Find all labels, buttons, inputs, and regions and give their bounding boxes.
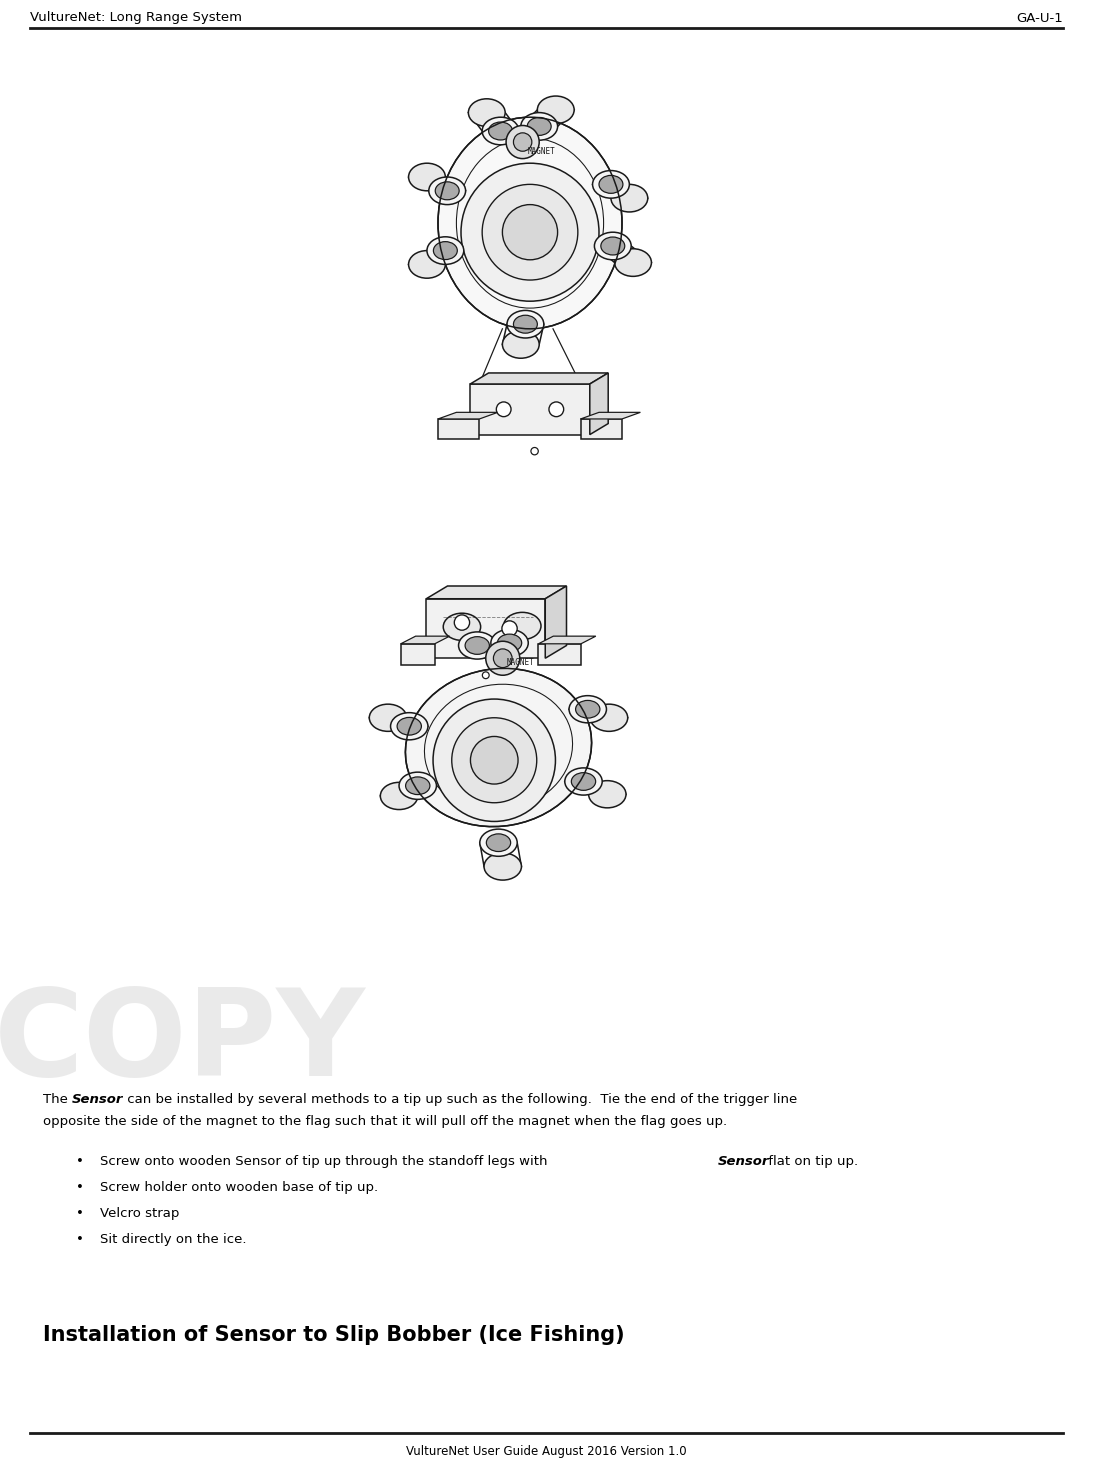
- Ellipse shape: [428, 177, 466, 205]
- Ellipse shape: [590, 704, 627, 732]
- FancyBboxPatch shape: [438, 418, 480, 439]
- Ellipse shape: [503, 330, 539, 358]
- Text: Screw holder onto wooden base of tip up.: Screw holder onto wooden base of tip up.: [99, 1181, 378, 1195]
- Polygon shape: [401, 636, 449, 644]
- Circle shape: [470, 736, 518, 784]
- Ellipse shape: [427, 237, 463, 264]
- Circle shape: [485, 641, 520, 675]
- Circle shape: [482, 184, 578, 280]
- Ellipse shape: [565, 767, 602, 795]
- Text: Sit directly on the ice.: Sit directly on the ice.: [99, 1233, 247, 1246]
- Circle shape: [433, 700, 555, 822]
- Ellipse shape: [399, 772, 436, 800]
- Text: •: •: [77, 1155, 84, 1168]
- Circle shape: [506, 125, 539, 159]
- Text: •: •: [77, 1206, 84, 1220]
- Polygon shape: [426, 586, 566, 598]
- Polygon shape: [539, 636, 596, 644]
- Ellipse shape: [444, 613, 481, 641]
- Polygon shape: [545, 586, 566, 658]
- Ellipse shape: [459, 632, 496, 658]
- Text: •: •: [77, 1233, 84, 1246]
- Ellipse shape: [507, 311, 544, 337]
- Circle shape: [496, 402, 512, 417]
- Text: •: •: [77, 1181, 84, 1195]
- FancyBboxPatch shape: [539, 644, 581, 664]
- Circle shape: [502, 620, 517, 636]
- Ellipse shape: [527, 118, 551, 136]
- Text: Screw onto wooden Sensor of tip up through the standoff legs with: Screw onto wooden Sensor of tip up throu…: [99, 1155, 552, 1168]
- Ellipse shape: [520, 112, 557, 140]
- Ellipse shape: [466, 636, 490, 654]
- Text: Sensor: Sensor: [718, 1155, 769, 1168]
- Circle shape: [503, 205, 557, 259]
- Ellipse shape: [611, 184, 648, 212]
- Ellipse shape: [569, 695, 607, 723]
- Ellipse shape: [592, 171, 630, 199]
- Text: MAGNET: MAGNET: [507, 658, 534, 667]
- Text: VultureNet User Guide August 2016 Version 1.0: VultureNet User Guide August 2016 Versio…: [406, 1445, 686, 1457]
- Circle shape: [549, 402, 564, 417]
- Ellipse shape: [469, 99, 505, 127]
- Ellipse shape: [486, 834, 510, 851]
- Ellipse shape: [434, 242, 457, 259]
- Ellipse shape: [409, 250, 445, 278]
- Polygon shape: [580, 412, 640, 418]
- Ellipse shape: [397, 717, 422, 735]
- Circle shape: [493, 650, 513, 667]
- Ellipse shape: [504, 613, 541, 639]
- Circle shape: [461, 164, 599, 300]
- FancyBboxPatch shape: [470, 384, 590, 435]
- Ellipse shape: [484, 853, 521, 879]
- Circle shape: [531, 448, 538, 455]
- Ellipse shape: [538, 96, 574, 124]
- Polygon shape: [590, 373, 608, 435]
- Text: Installation of Sensor to Slip Bobber (Ice Fishing): Installation of Sensor to Slip Bobber (I…: [43, 1326, 624, 1345]
- Ellipse shape: [438, 118, 622, 328]
- Text: Sensor: Sensor: [72, 1093, 124, 1106]
- Text: VultureNet: Long Range System: VultureNet: Long Range System: [30, 12, 242, 25]
- Circle shape: [455, 614, 470, 630]
- Ellipse shape: [599, 175, 623, 193]
- Ellipse shape: [435, 181, 459, 200]
- Circle shape: [514, 133, 532, 152]
- Ellipse shape: [514, 315, 538, 333]
- Ellipse shape: [390, 713, 428, 739]
- Ellipse shape: [589, 781, 626, 807]
- Ellipse shape: [406, 776, 430, 794]
- Ellipse shape: [409, 164, 445, 191]
- Text: GA-U-1: GA-U-1: [1016, 12, 1063, 25]
- Circle shape: [451, 717, 537, 803]
- Polygon shape: [470, 373, 608, 384]
- Ellipse shape: [572, 773, 596, 791]
- Ellipse shape: [601, 237, 625, 255]
- Ellipse shape: [576, 700, 600, 719]
- Circle shape: [482, 672, 490, 679]
- Ellipse shape: [480, 829, 517, 856]
- Text: MAGNET: MAGNET: [527, 147, 555, 156]
- Ellipse shape: [497, 633, 521, 651]
- FancyBboxPatch shape: [580, 418, 622, 439]
- Ellipse shape: [482, 118, 519, 144]
- Ellipse shape: [406, 669, 591, 826]
- Text: The: The: [43, 1093, 72, 1106]
- Text: can be installed by several methods to a tip up such as the following.  Tie the : can be installed by several methods to a…: [124, 1093, 797, 1106]
- Polygon shape: [438, 412, 497, 418]
- Ellipse shape: [369, 704, 407, 732]
- FancyBboxPatch shape: [426, 598, 545, 658]
- Text: flat on tip up.: flat on tip up.: [764, 1155, 858, 1168]
- Ellipse shape: [614, 249, 651, 277]
- Ellipse shape: [489, 122, 513, 140]
- FancyBboxPatch shape: [401, 644, 435, 664]
- Text: COPY: COPY: [0, 984, 366, 1102]
- Ellipse shape: [595, 233, 631, 259]
- Text: opposite the side of the magnet to the flag such that it will pull off the magne: opposite the side of the magnet to the f…: [43, 1115, 727, 1128]
- Text: Velcro strap: Velcro strap: [99, 1206, 179, 1220]
- Ellipse shape: [380, 782, 418, 810]
- Ellipse shape: [491, 629, 528, 657]
